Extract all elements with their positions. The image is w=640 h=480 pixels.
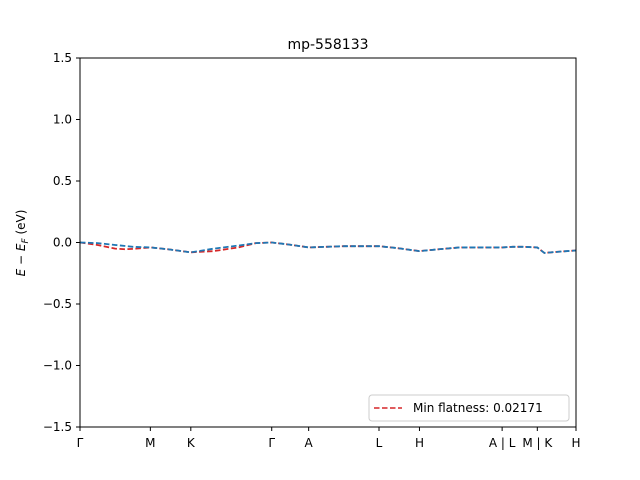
y-tick-label: 1.5 bbox=[53, 51, 72, 65]
x-tick-label: A | L bbox=[489, 436, 516, 450]
y-tick-label: −0.5 bbox=[43, 297, 72, 311]
y-tick-label: 0.5 bbox=[53, 174, 72, 188]
x-tick-label: L bbox=[376, 436, 383, 450]
band-series bbox=[79, 241, 577, 254]
plot-frame bbox=[79, 57, 577, 428]
y-axis-ticks: 1.5 1.0 0.5 0.0 −0.5 −1.0 −1.5 bbox=[43, 51, 80, 434]
x-tick-label: Γ bbox=[77, 436, 84, 450]
x-tick-label: M | K bbox=[522, 436, 553, 450]
x-tick-label: M bbox=[145, 436, 155, 450]
y-tick-label: 1.0 bbox=[53, 113, 72, 127]
x-tick-label: K bbox=[187, 436, 196, 450]
legend-box bbox=[368, 394, 570, 422]
x-tick-label: Γ bbox=[268, 436, 275, 450]
series-line-blue bbox=[79, 241, 577, 254]
y-axis-label: E − EF (eV) bbox=[14, 210, 31, 277]
chart-title: mp-558133 bbox=[287, 37, 368, 53]
y-tick-label: −1.5 bbox=[43, 420, 72, 434]
x-tick-label: H bbox=[415, 436, 424, 450]
legend: Min flatness: 0.02171 bbox=[368, 394, 570, 422]
x-axis-ticks: Γ M K Γ A L H A | L M | K H bbox=[77, 427, 581, 450]
legend-entry-label: Min flatness: 0.02171 bbox=[413, 401, 543, 415]
y-tick-label: −1.0 bbox=[43, 359, 72, 373]
y-tick-label: 0.0 bbox=[53, 236, 72, 250]
x-tick-label: A bbox=[305, 436, 314, 450]
x-tick-label: H bbox=[571, 436, 580, 450]
